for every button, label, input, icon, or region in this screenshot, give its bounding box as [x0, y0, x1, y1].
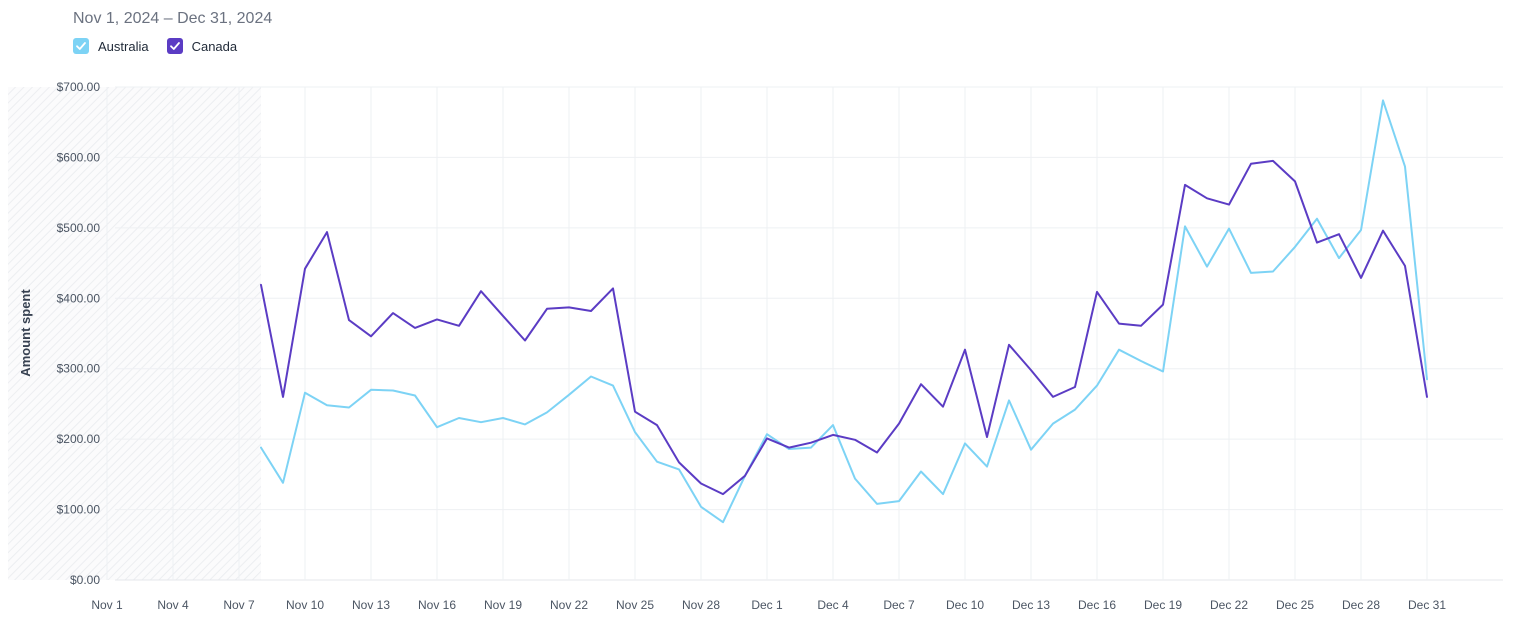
- x-tick-label: Nov 25: [616, 598, 654, 612]
- date-range-label: Nov 1, 2024 – Dec 31, 2024: [73, 10, 273, 27]
- y-tick-label: $100.00: [57, 503, 101, 517]
- series-line-australia: [260, 99, 1428, 524]
- legend-item-australia[interactable]: Australia: [73, 38, 149, 54]
- no-data-region: [8, 87, 261, 580]
- x-tick-label: Dec 1: [751, 598, 783, 612]
- y-tick-label: $300.00: [57, 362, 101, 376]
- x-tick-label: Nov 13: [352, 598, 390, 612]
- legend-item-canada[interactable]: Canada: [166, 38, 238, 54]
- x-tick-label: Dec 13: [1012, 598, 1050, 612]
- y-tick-label: $400.00: [57, 291, 101, 305]
- y-tick-label: $200.00: [57, 432, 101, 446]
- x-tick-label: Nov 7: [223, 598, 255, 612]
- series-line-canada: [260, 159, 1428, 496]
- y-tick-label: $0.00: [70, 573, 100, 587]
- legend-label-canada: Canada: [191, 38, 238, 54]
- x-tick-label: Nov 19: [484, 598, 522, 612]
- x-tick-label: Nov 10: [286, 598, 324, 612]
- x-tick-label: Nov 22: [550, 598, 588, 612]
- y-axis-title: Amount spent: [18, 289, 33, 377]
- x-tick-label: Dec 4: [817, 598, 849, 612]
- x-tick-label: Dec 16: [1078, 598, 1116, 612]
- x-tick-label: Dec 19: [1144, 598, 1182, 612]
- x-tick-label: Nov 1: [91, 598, 123, 612]
- x-tick-label: Nov 4: [157, 598, 189, 612]
- x-tick-label: Nov 16: [418, 598, 456, 612]
- y-tick-label: $700.00: [57, 80, 101, 94]
- y-tick-label: $600.00: [57, 150, 101, 164]
- x-tick-label: Dec 28: [1342, 598, 1380, 612]
- legend-label-australia: Australia: [98, 38, 149, 54]
- legend: Australia Canada: [73, 38, 237, 54]
- x-tick-label: Dec 31: [1408, 598, 1446, 612]
- y-tick-label: $500.00: [57, 221, 101, 235]
- x-tick-label: Dec 10: [946, 598, 984, 612]
- checkbox-canada-icon[interactable]: [166, 38, 183, 54]
- x-tick-label: Nov 28: [682, 598, 720, 612]
- checkbox-australia-icon[interactable]: [73, 38, 89, 54]
- x-tick-label: Dec 22: [1210, 598, 1248, 612]
- x-tick-label: Dec 7: [883, 598, 915, 612]
- x-tick-label: Dec 25: [1276, 598, 1314, 612]
